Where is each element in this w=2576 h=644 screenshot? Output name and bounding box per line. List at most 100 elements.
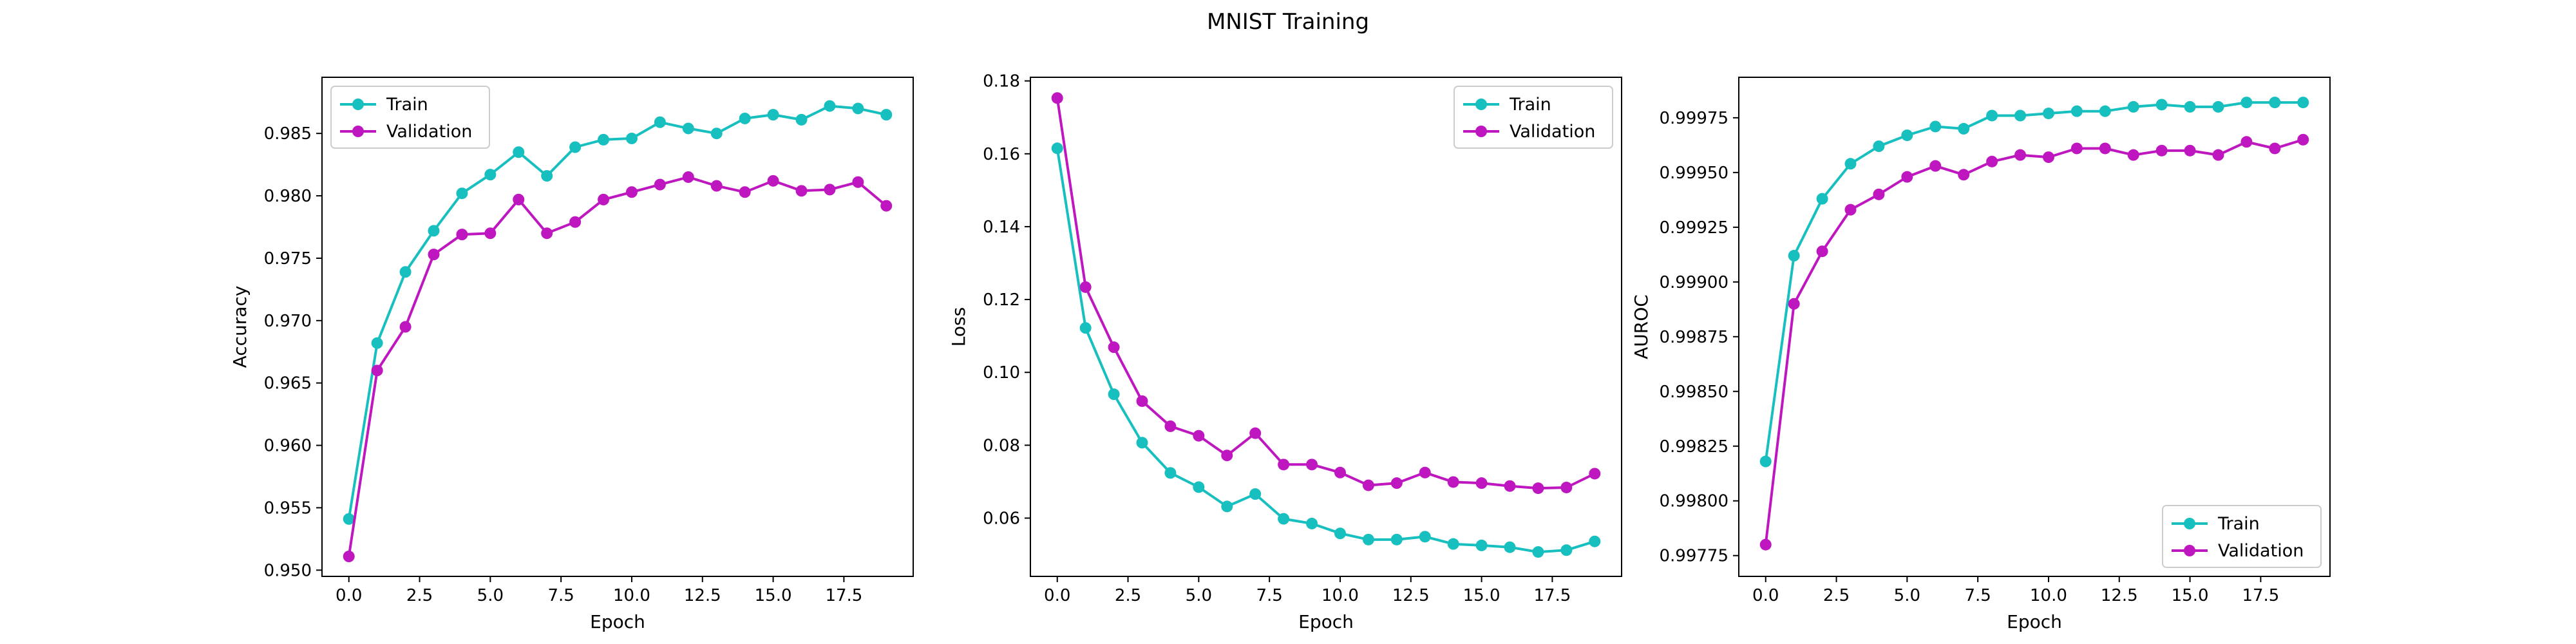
loss-xlabel: Epoch: [1298, 611, 1354, 632]
loss-data-point: [1136, 395, 1148, 407]
loss-axes-frame: [1030, 77, 1622, 577]
auroc-data-point: [2099, 105, 2111, 117]
auroc-xtick-label: 7.5: [1964, 586, 1991, 605]
loss-data-point: [1079, 281, 1092, 293]
accuracy-data-point: [767, 109, 779, 121]
loss-data-point: [1532, 482, 1544, 495]
accuracy-data-point: [513, 193, 525, 205]
auroc-xtick-label: 10.0: [2030, 586, 2067, 605]
auroc-data-point: [2127, 100, 2139, 113]
accuracy-data-point: [456, 229, 468, 241]
loss-data-point: [1589, 535, 1601, 547]
accuracy-ylabel: Accuracy: [229, 286, 251, 368]
accuracy-ytick-label: 0.985: [264, 124, 312, 144]
auroc-data-point: [1958, 122, 1970, 135]
loss-xtick-label: 17.5: [1533, 586, 1571, 605]
loss-xtick-label: 10.0: [1321, 586, 1359, 605]
auroc-data-point: [1986, 155, 1998, 167]
accuracy-data-point: [795, 185, 808, 197]
auroc-data-point: [1816, 245, 1828, 258]
loss-data-point: [1221, 500, 1233, 513]
loss-data-point: [1249, 427, 1262, 439]
loss-xtick-label: 15.0: [1463, 586, 1501, 605]
auroc-data-point: [2014, 149, 2027, 161]
auroc-legend-marker: [2184, 518, 2195, 529]
loss-data-point: [1390, 477, 1403, 489]
loss-ytick-label: 0.16: [983, 145, 1020, 164]
loss-xtick-label: 2.5: [1115, 586, 1141, 605]
auroc-xlabel: Epoch: [2007, 611, 2062, 632]
accuracy-data-point: [654, 116, 666, 128]
accuracy-ytick-label: 0.960: [264, 437, 312, 456]
auroc-ytick-label: 0.99975: [1659, 109, 1728, 128]
loss-ytick-label: 0.18: [983, 72, 1020, 91]
accuracy-axes-frame: [321, 77, 914, 577]
loss-data-point: [1560, 481, 1573, 493]
auroc-data-point: [2127, 149, 2139, 161]
accuracy-data-point: [484, 227, 497, 240]
accuracy-data-point: [710, 128, 723, 140]
accuracy-data-point: [343, 513, 355, 525]
auroc-data-point: [1873, 140, 1885, 153]
auroc-data-point: [1901, 129, 1913, 142]
loss-ytick-label: 0.08: [983, 436, 1020, 455]
loss-data-point: [1278, 513, 1290, 525]
loss-data-point: [1051, 92, 1063, 104]
auroc-legend-label: Train: [2217, 514, 2260, 534]
auroc-ytick-label: 0.99850: [1659, 383, 1728, 402]
auroc-data-point: [2212, 149, 2224, 161]
loss-data-point: [1419, 466, 1431, 478]
accuracy-ytick-label: 0.975: [264, 249, 312, 269]
loss-data-point: [1334, 466, 1346, 478]
auroc-ytick-label: 0.99950: [1659, 164, 1728, 183]
accuracy-data-point: [625, 132, 638, 144]
auroc-series-train: [1759, 97, 2309, 468]
accuracy-data-point: [880, 109, 893, 121]
auroc-data-point: [1986, 109, 1998, 122]
accuracy-legend-label: Train: [386, 95, 428, 115]
accuracy-xtick-label: 15.0: [755, 586, 792, 605]
accuracy-data-point: [513, 146, 525, 158]
auroc-xtick-label: 12.5: [2101, 586, 2138, 605]
loss-subplot: 0.0 2.5 5.0 7.5 10.0 12.5 15.0 17.5 0.06 0.08 0.10…: [948, 72, 1622, 632]
auroc-data-point: [2070, 105, 2083, 117]
accuracy-data-point: [852, 102, 864, 115]
accuracy-xtick-label: 2.5: [406, 586, 433, 605]
loss-data-point: [1362, 479, 1374, 491]
accuracy-data-point: [569, 141, 582, 153]
accuracy-data-point: [625, 186, 638, 198]
loss-ylabel: Loss: [948, 307, 969, 346]
auroc-data-point: [1929, 120, 1942, 133]
auroc-data-point: [2042, 108, 2054, 120]
loss-data-point: [1193, 481, 1205, 493]
auroc-data-point: [1844, 204, 1857, 216]
auroc-data-point: [2070, 142, 2083, 155]
loss-xtick-label: 7.5: [1256, 586, 1282, 605]
auroc-axes-frame: [1738, 77, 2331, 577]
auroc-ytick-label: 0.99875: [1659, 328, 1728, 347]
accuracy-subplot: 0.0 2.5 5.0 7.5 10.0 12.5 15.0 17.5 0.950 0.955 0.…: [229, 77, 914, 632]
auroc-data-point: [2184, 100, 2196, 113]
auroc-data-point: [1873, 188, 1885, 200]
loss-data-point: [1136, 437, 1148, 449]
loss-data-point: [1362, 533, 1374, 545]
loss-data-point: [1390, 533, 1403, 545]
loss-data-point: [1164, 420, 1177, 432]
loss-series-train: [1051, 142, 1601, 558]
accuracy-data-point: [371, 337, 383, 349]
auroc-ytick-label: 0.99925: [1659, 218, 1728, 238]
loss-xtick-label: 12.5: [1392, 586, 1430, 605]
loss-xtick-label: 0.0: [1044, 586, 1070, 605]
auroc-data-point: [2155, 99, 2168, 111]
loss-data-point: [1249, 488, 1262, 500]
auroc-data-point: [1816, 193, 1828, 205]
accuracy-data-point: [824, 100, 836, 112]
auroc-xtick-label: 17.5: [2242, 586, 2279, 605]
accuracy-ytick-label: 0.970: [264, 312, 312, 331]
auroc-data-point: [2269, 142, 2281, 155]
auroc-data-point: [1759, 538, 1772, 551]
auroc-legend: Train Validation: [2162, 505, 2322, 568]
auroc-data-point: [1788, 250, 1800, 262]
accuracy-data-point: [399, 266, 412, 278]
